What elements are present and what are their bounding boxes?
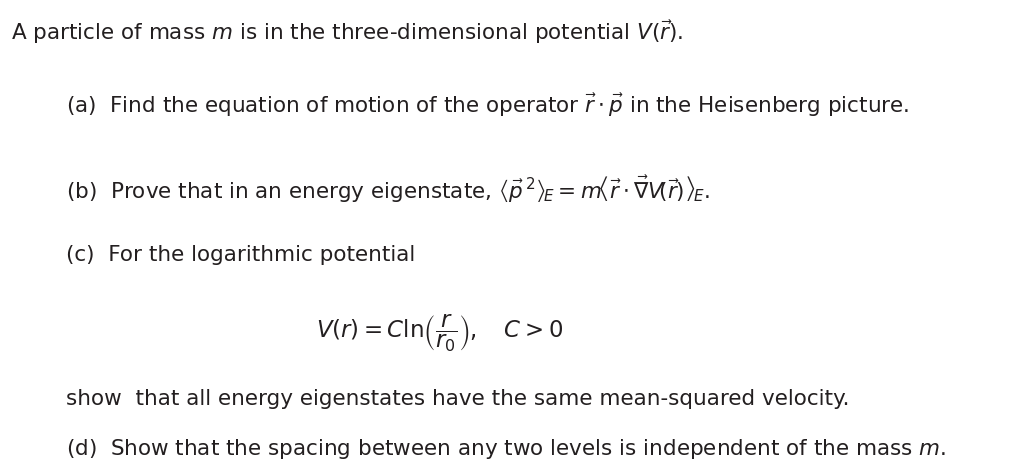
Text: show  that all energy eigenstates have the same mean-squared velocity.: show that all energy eigenstates have th… — [66, 389, 849, 409]
Text: (a)  Find the equation of motion of the operator $\vec{r}\cdot\vec{p}$ in the He: (a) Find the equation of motion of the o… — [66, 92, 909, 119]
Text: (c)  For the logarithmic potential: (c) For the logarithmic potential — [66, 245, 415, 264]
Text: A particle of mass $m$ is in the three-dimensional potential $V\left(\vec{r}\rig: A particle of mass $m$ is in the three-d… — [11, 19, 684, 46]
Text: (b)  Prove that in an energy eigenstate, $\left\langle\vec{p}^{\,2}\right\rangle: (b) Prove that in an energy eigenstate, … — [66, 174, 710, 205]
Text: $V(r) = C\ln\!\left(\dfrac{r}{r_0}\right),\quad C>0$: $V(r) = C\ln\!\left(\dfrac{r}{r_0}\right… — [315, 313, 562, 354]
Text: (d)  Show that the spacing between any two levels is independent of the mass $m$: (d) Show that the spacing between any tw… — [66, 437, 946, 461]
